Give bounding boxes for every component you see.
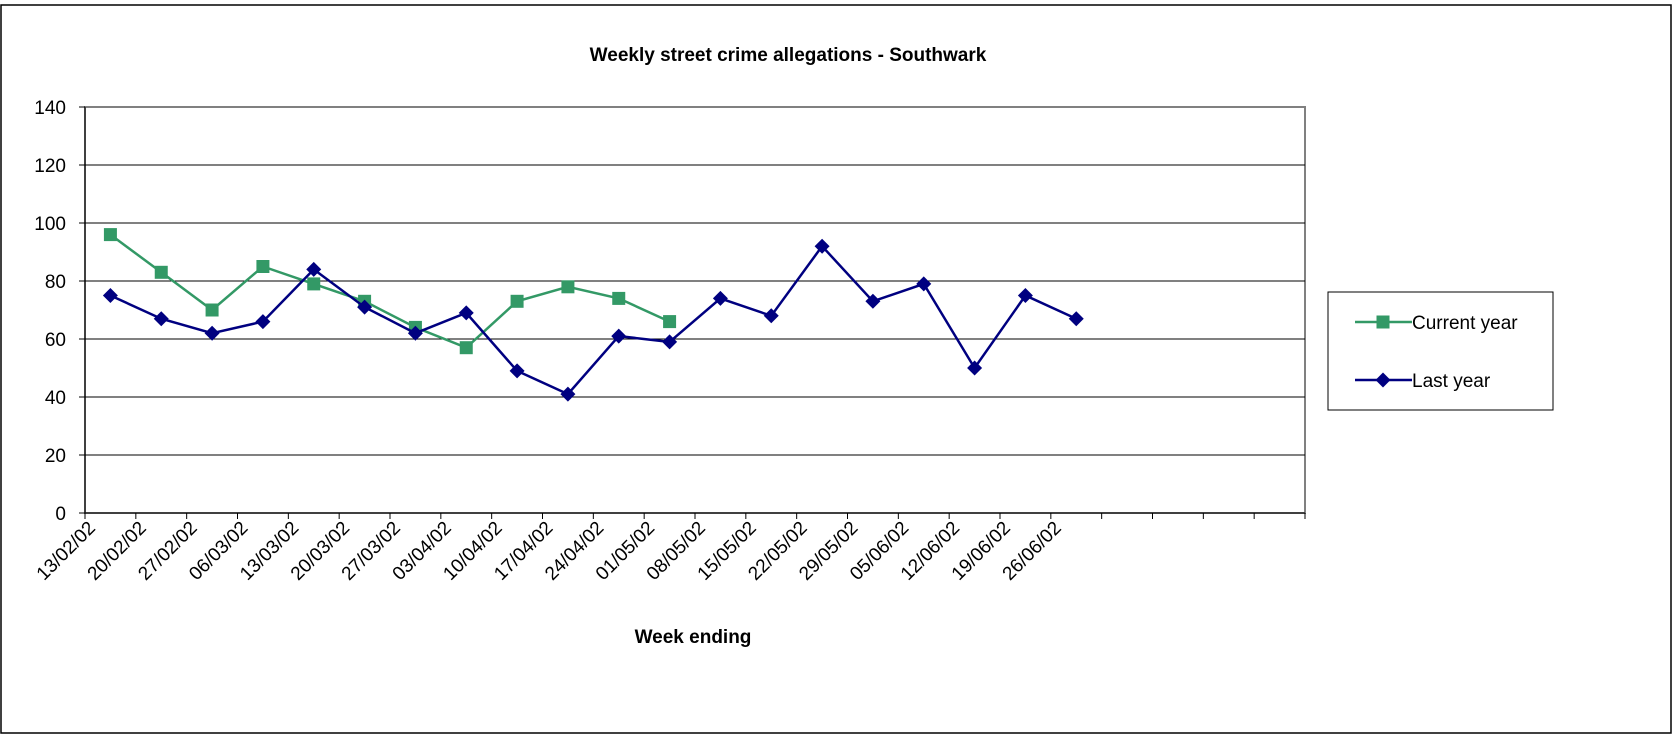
marker (407, 325, 423, 341)
y-tick-label: 40 (45, 388, 66, 409)
marker (763, 308, 779, 324)
marker (205, 303, 219, 317)
marker (611, 328, 627, 344)
marker (561, 280, 575, 294)
y-tick-label: 140 (34, 98, 66, 119)
marker (1017, 288, 1033, 303)
marker (916, 276, 932, 292)
marker (357, 299, 373, 315)
marker (814, 238, 830, 254)
y-tick-label: 80 (45, 272, 66, 293)
legend-label: Current year (1412, 313, 1518, 334)
marker (307, 277, 321, 291)
marker (153, 311, 169, 327)
marker (1375, 372, 1391, 388)
marker (1376, 315, 1390, 329)
marker (102, 288, 118, 303)
marker (967, 360, 983, 376)
y-tick-label: 100 (34, 214, 66, 235)
series-line (109, 233, 671, 350)
marker (154, 265, 168, 279)
marker (510, 294, 524, 308)
marker (865, 293, 881, 309)
marker (612, 291, 626, 305)
marker (712, 290, 728, 306)
y-tick-label: 120 (34, 156, 66, 177)
plot-area (84, 106, 1306, 514)
series-line (109, 244, 1077, 396)
marker (255, 314, 271, 330)
y-tick-label: 60 (45, 330, 66, 351)
marker (560, 386, 576, 402)
marker (103, 228, 117, 242)
y-tick-label: 20 (45, 446, 66, 467)
marker (663, 315, 677, 329)
marker (459, 341, 473, 355)
marker (306, 261, 322, 277)
x-axis-title: Week ending (635, 627, 752, 648)
marker (662, 334, 678, 350)
legend-label: Last year (1412, 371, 1491, 392)
chart-title: Weekly street crime allegations - Southw… (590, 45, 987, 66)
marker (204, 325, 220, 341)
marker (256, 260, 270, 273)
marker (1068, 311, 1084, 327)
marker (509, 363, 525, 379)
legend (1327, 291, 1554, 411)
marker (458, 305, 474, 321)
y-tick-label: 0 (55, 504, 66, 525)
